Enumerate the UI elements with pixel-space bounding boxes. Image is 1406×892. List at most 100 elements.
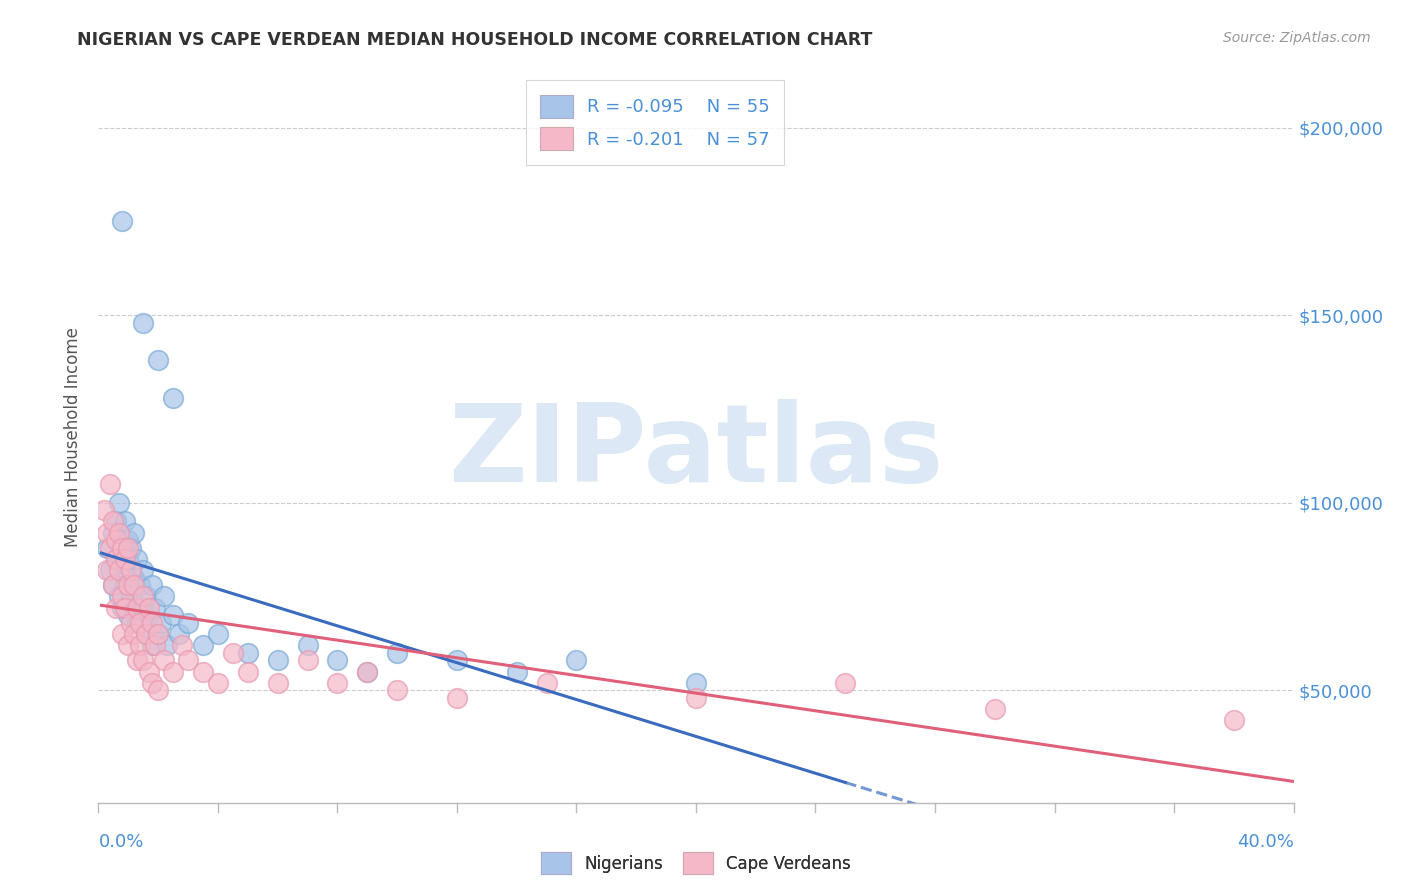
Text: Source: ZipAtlas.com: Source: ZipAtlas.com: [1223, 31, 1371, 45]
Point: [111, 214, 134, 228]
Point: [105, 552, 128, 566]
Point: [162, 665, 184, 679]
Point: [236, 665, 259, 679]
Point: [191, 638, 214, 652]
Point: [124, 525, 146, 540]
Point: [93, 503, 115, 517]
Point: [129, 578, 152, 592]
Point: [326, 653, 349, 667]
Point: [108, 533, 131, 548]
Point: [138, 608, 160, 623]
Point: [114, 552, 136, 566]
Point: [138, 665, 160, 679]
Point: [565, 653, 588, 667]
Y-axis label: Median Household Income: Median Household Income: [63, 327, 82, 547]
Point: [150, 615, 173, 630]
Point: [132, 653, 155, 667]
Point: [141, 615, 163, 630]
Text: 0.0%: 0.0%: [98, 833, 143, 851]
Point: [111, 563, 134, 577]
Point: [385, 646, 409, 660]
Point: [984, 702, 1007, 716]
Point: [297, 653, 319, 667]
Point: [446, 690, 468, 705]
Point: [111, 600, 134, 615]
Point: [103, 525, 125, 540]
Point: [96, 541, 118, 555]
Point: [114, 600, 136, 615]
Point: [356, 665, 378, 679]
Text: ZIPatlas: ZIPatlas: [449, 399, 943, 505]
Point: [685, 675, 707, 690]
Point: [222, 646, 245, 660]
Legend: Nigerians, Cape Verdeans: Nigerians, Cape Verdeans: [533, 844, 859, 882]
Point: [117, 552, 139, 566]
Point: [120, 590, 142, 604]
Point: [162, 608, 184, 623]
Point: [127, 653, 149, 667]
Point: [177, 653, 200, 667]
Point: [141, 675, 163, 690]
Point: [111, 590, 134, 604]
Point: [148, 683, 170, 698]
Point: [153, 653, 176, 667]
Point: [135, 627, 157, 641]
Point: [127, 600, 149, 615]
Point: [111, 627, 134, 641]
Point: [124, 627, 146, 641]
Point: [117, 608, 139, 623]
Point: [356, 665, 378, 679]
Point: [135, 627, 157, 641]
Point: [96, 563, 118, 577]
Point: [141, 638, 163, 652]
Point: [536, 675, 558, 690]
Point: [141, 578, 163, 592]
Point: [207, 675, 229, 690]
Point: [117, 578, 139, 592]
Point: [148, 353, 170, 368]
Point: [132, 590, 155, 604]
Point: [148, 627, 170, 641]
Point: [98, 477, 122, 491]
Point: [108, 590, 131, 604]
Point: [236, 646, 259, 660]
Point: [105, 552, 128, 566]
Point: [105, 515, 128, 529]
Point: [111, 541, 134, 555]
Point: [114, 578, 136, 592]
Point: [108, 496, 131, 510]
Point: [129, 638, 152, 652]
Point: [129, 615, 152, 630]
Point: [132, 316, 155, 330]
Point: [117, 541, 139, 555]
Point: [156, 638, 179, 652]
Point: [127, 615, 149, 630]
Text: NIGERIAN VS CAPE VERDEAN MEDIAN HOUSEHOLD INCOME CORRELATION CHART: NIGERIAN VS CAPE VERDEAN MEDIAN HOUSEHOL…: [77, 31, 873, 49]
Point: [153, 590, 176, 604]
Point: [385, 683, 409, 698]
Point: [162, 391, 184, 405]
Point: [177, 615, 200, 630]
Point: [132, 563, 155, 577]
Point: [120, 563, 142, 577]
Point: [124, 571, 146, 585]
Point: [132, 600, 155, 615]
Point: [124, 578, 146, 592]
Point: [120, 541, 142, 555]
Point: [120, 615, 142, 630]
Point: [326, 675, 349, 690]
Point: [446, 653, 468, 667]
Point: [267, 653, 290, 667]
Point: [127, 552, 149, 566]
Point: [138, 600, 160, 615]
Point: [103, 515, 125, 529]
Point: [143, 600, 166, 615]
Point: [96, 525, 118, 540]
Point: [111, 541, 134, 555]
Point: [135, 590, 157, 604]
Point: [167, 627, 190, 641]
Point: [98, 563, 122, 577]
Point: [105, 600, 128, 615]
Point: [207, 627, 229, 641]
Point: [114, 515, 136, 529]
